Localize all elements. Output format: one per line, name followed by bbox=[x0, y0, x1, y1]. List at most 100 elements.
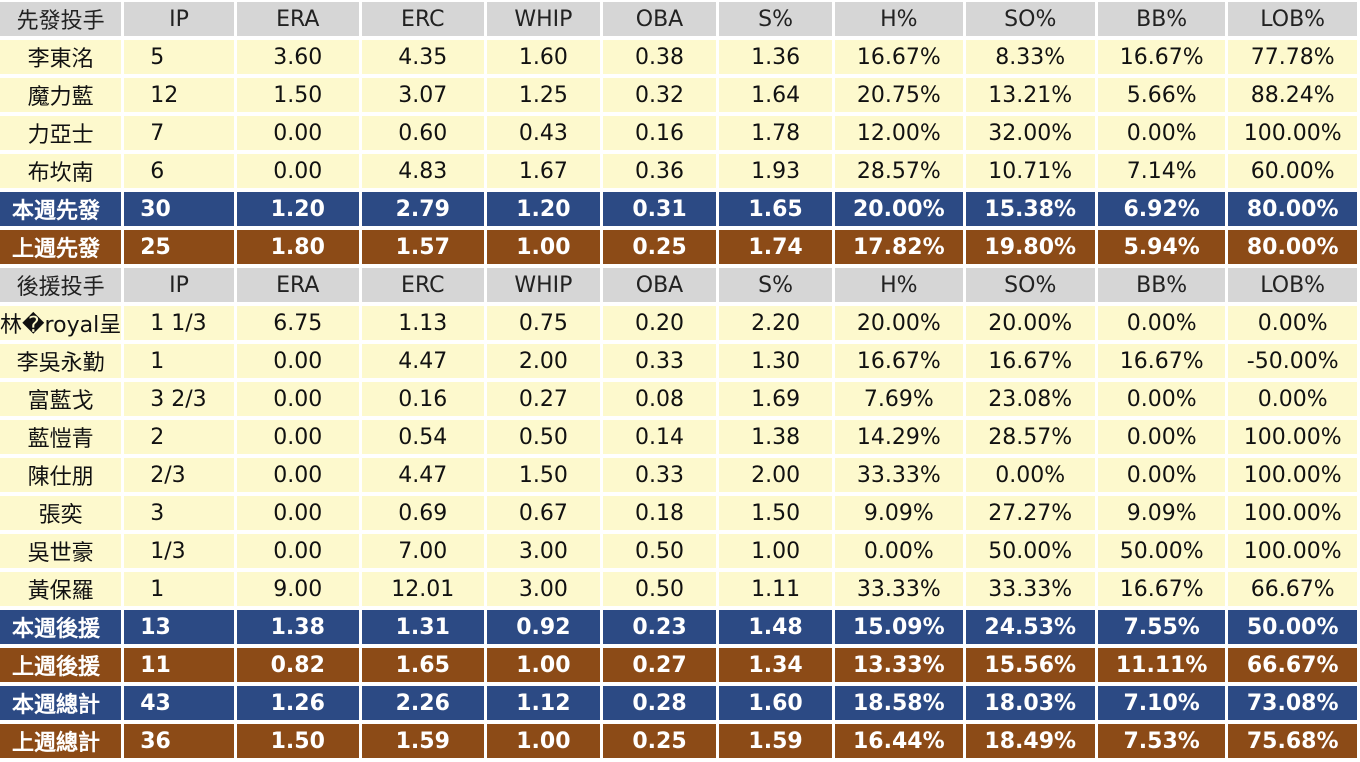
ip-cell: 30 bbox=[124, 192, 234, 226]
ip-cell: 6 bbox=[124, 154, 234, 188]
stat-cell: 3.07 bbox=[361, 78, 484, 112]
table-row: 藍愷青 2 0.00 0.54 0.50 0.14 1.38 14.29% 28.57% 0.00… bbox=[0, 420, 1357, 454]
stat-cell: 20.00% bbox=[835, 306, 963, 340]
stat-cell: 1.13 bbox=[361, 306, 484, 340]
total-row: 本週後援 13 1.38 1.31 0.92 0.23 1.48 15.09% 24.53% 7.… bbox=[0, 610, 1357, 644]
stat-cell: 100.00% bbox=[1228, 458, 1357, 492]
ip-cell: 25 bbox=[124, 230, 234, 264]
ip-cell: 11 bbox=[124, 648, 234, 682]
stat-cell: 6.75 bbox=[236, 306, 359, 340]
table-row: 張奕 3 0.00 0.69 0.67 0.18 1.50 9.09% 27.27% 9.09% 1… bbox=[0, 496, 1357, 530]
stat-cell: 80.00% bbox=[1228, 192, 1357, 226]
stat-cell: 0.00 bbox=[236, 344, 359, 378]
section-header-row: 後援投手 IP ERA ERC WHIP OBA S% H% SO% BB% LOB% bbox=[0, 268, 1357, 302]
ip-cell: 3 bbox=[124, 496, 234, 530]
column-header: BB% bbox=[1097, 268, 1226, 302]
stat-cell: 5.94% bbox=[1097, 230, 1226, 264]
stat-cell: 0.25 bbox=[602, 230, 717, 264]
stat-cell: 0.00% bbox=[1097, 306, 1226, 340]
stat-cell: 1.74 bbox=[719, 230, 833, 264]
table-row: 富藍戈 3 2/3 0.00 0.16 0.27 0.08 1.69 7.69% 23.08% 0… bbox=[0, 382, 1357, 416]
stat-cell: 1.25 bbox=[486, 78, 600, 112]
stat-cell: 20.00% bbox=[835, 192, 963, 226]
column-header: LOB% bbox=[1228, 2, 1357, 36]
stat-cell: 15.38% bbox=[965, 192, 1095, 226]
stat-cell: 0.14 bbox=[602, 420, 717, 454]
stat-cell: 7.53% bbox=[1097, 724, 1226, 758]
stat-cell: 4.47 bbox=[361, 344, 484, 378]
stat-cell: 3.60 bbox=[236, 40, 359, 74]
stat-cell: 28.57% bbox=[965, 420, 1095, 454]
total-label: 本週後援 bbox=[0, 610, 122, 644]
stat-cell: 7.14% bbox=[1097, 154, 1226, 188]
ip-cell: 36 bbox=[124, 724, 234, 758]
stat-cell: 0.00 bbox=[236, 458, 359, 492]
stat-cell: 6.92% bbox=[1097, 192, 1226, 226]
column-header: SO% bbox=[965, 2, 1095, 36]
stat-cell: 0.38 bbox=[602, 40, 717, 74]
section-title: 後援投手 bbox=[0, 268, 122, 302]
stat-cell: 0.50 bbox=[602, 572, 717, 606]
table-row: 陳仕朋 2/3 0.00 4.47 1.50 0.33 2.00 33.33% 0.00% 0.… bbox=[0, 458, 1357, 492]
column-header: ERC bbox=[361, 2, 484, 36]
stat-cell: 4.35 bbox=[361, 40, 484, 74]
stat-cell: 0.00 bbox=[236, 534, 359, 568]
total-label: 本週先發 bbox=[0, 192, 122, 226]
stat-cell: 2.79 bbox=[361, 192, 484, 226]
stat-cell: 7.69% bbox=[835, 382, 963, 416]
ip-cell: 7 bbox=[124, 116, 234, 150]
stat-cell: 1.30 bbox=[719, 344, 833, 378]
stat-cell: 16.67% bbox=[1097, 572, 1226, 606]
ip-cell: 12 bbox=[124, 78, 234, 112]
stat-cell: 1.38 bbox=[236, 610, 359, 644]
stat-cell: 17.82% bbox=[835, 230, 963, 264]
table-row: 黃保羅 1 9.00 12.01 3.00 0.50 1.11 33.33% 33.33% 16.… bbox=[0, 572, 1357, 606]
total-row: 上週先發 25 1.80 1.57 1.00 0.25 1.74 17.82% 19.80% 5.… bbox=[0, 230, 1357, 264]
stat-cell: 77.78% bbox=[1228, 40, 1357, 74]
stat-cell: 1.00 bbox=[486, 724, 600, 758]
stat-cell: 0.43 bbox=[486, 116, 600, 150]
table-row: 吳世豪 1/3 0.00 7.00 3.00 0.50 1.00 0.00% 50.00% 50… bbox=[0, 534, 1357, 568]
stat-cell: 18.49% bbox=[965, 724, 1095, 758]
stat-cell: 18.03% bbox=[965, 686, 1095, 720]
stat-cell: 16.67% bbox=[965, 344, 1095, 378]
stat-cell: 1.11 bbox=[719, 572, 833, 606]
stat-cell: 50.00% bbox=[965, 534, 1095, 568]
pitcher-name: 李東洺 bbox=[0, 40, 122, 74]
stat-cell: 0.36 bbox=[602, 154, 717, 188]
stat-cell: 12.01 bbox=[361, 572, 484, 606]
stat-cell: 0.31 bbox=[602, 192, 717, 226]
pitcher-name: 力亞士 bbox=[0, 116, 122, 150]
table-row: 林�royal呈 1 1/3 6.75 1.13 0.75 0.20 2.20 20.00% 2… bbox=[0, 306, 1357, 340]
stat-cell: 1.00 bbox=[486, 648, 600, 682]
ip-cell: 43 bbox=[124, 686, 234, 720]
column-header: OBA bbox=[602, 268, 717, 302]
stat-cell: 100.00% bbox=[1228, 534, 1357, 568]
column-header: SO% bbox=[965, 268, 1095, 302]
ip-cell: 1 1/3 bbox=[124, 306, 234, 340]
stat-cell: 1.20 bbox=[236, 192, 359, 226]
stat-cell: 1.69 bbox=[719, 382, 833, 416]
stat-cell: 9.09% bbox=[835, 496, 963, 530]
stat-cell: 33.33% bbox=[835, 572, 963, 606]
stat-cell: 16.67% bbox=[835, 40, 963, 74]
stat-cell: 2.26 bbox=[361, 686, 484, 720]
stat-cell: 88.24% bbox=[1228, 78, 1357, 112]
stat-cell: 5.66% bbox=[1097, 78, 1226, 112]
stat-cell: 0.00% bbox=[965, 458, 1095, 492]
section-header-row: 先發投手 IP ERA ERC WHIP OBA S% H% SO% BB% LOB% bbox=[0, 2, 1357, 36]
stat-cell: 66.67% bbox=[1228, 648, 1357, 682]
stat-cell: 20.00% bbox=[965, 306, 1095, 340]
stat-cell: 50.00% bbox=[1097, 534, 1226, 568]
stat-cell: 11.11% bbox=[1097, 648, 1226, 682]
pitcher-name: 布坎南 bbox=[0, 154, 122, 188]
column-header: S% bbox=[719, 268, 833, 302]
total-label: 上週先發 bbox=[0, 230, 122, 264]
stat-cell: 1.67 bbox=[486, 154, 600, 188]
stat-cell: 10.71% bbox=[965, 154, 1095, 188]
stat-cell: 0.00 bbox=[236, 382, 359, 416]
total-row: 上週後援 11 0.82 1.65 1.00 0.27 1.34 13.33% 15.56% 11… bbox=[0, 648, 1357, 682]
stat-cell: 15.56% bbox=[965, 648, 1095, 682]
table-row: 李東洺 5 3.60 4.35 1.60 0.38 1.36 16.67% 8.33% 16.67… bbox=[0, 40, 1357, 74]
